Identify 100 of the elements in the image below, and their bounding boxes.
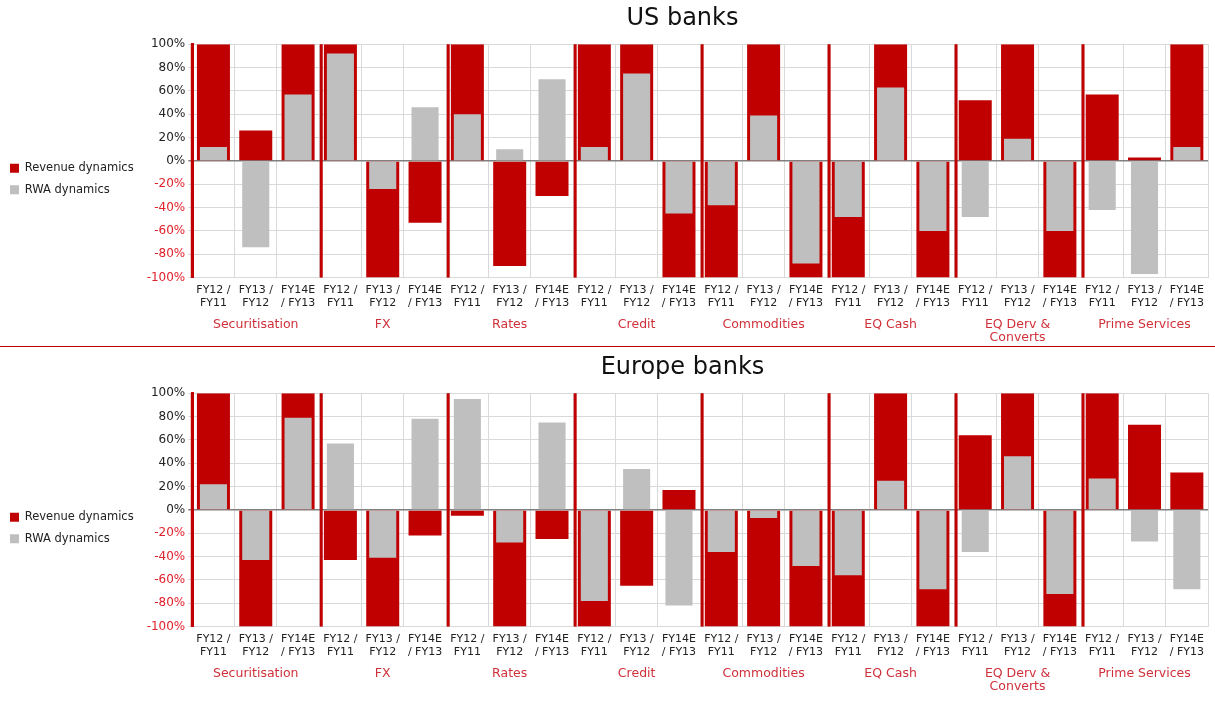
bar — [750, 510, 778, 519]
legend-label: Revenue dynamics — [24, 160, 134, 175]
x-tick-label: FY13 / FY12 — [238, 283, 274, 310]
y-tick-label: 80% — [158, 408, 186, 423]
bar — [665, 161, 693, 214]
y-tick-label: -40% — [154, 199, 186, 214]
y-tick-label: -40% — [154, 548, 186, 563]
x-tick-label: FY14E / FY13 — [788, 283, 824, 310]
x-tick-label: FY13 / FY12 — [619, 632, 655, 659]
x-tick-label: FY13 / FY12 — [873, 632, 908, 659]
bar — [1088, 161, 1116, 210]
chart-title: US banks — [625, 2, 740, 33]
bar — [792, 510, 820, 566]
x-tick-label: FY14E / FY13 — [1042, 632, 1077, 659]
bar — [242, 161, 270, 248]
bar — [707, 161, 735, 206]
y-tick-label: -60% — [154, 223, 186, 238]
x-tick-label: FY12 / FY11 — [323, 283, 358, 310]
bar — [877, 87, 905, 161]
bar — [877, 480, 905, 510]
legend-label: Revenue dynamics — [24, 509, 134, 524]
text: Commodities — [722, 664, 805, 680]
bar — [665, 510, 693, 606]
y-tick-label: -20% — [154, 525, 186, 540]
text: FX — [374, 664, 392, 680]
x-tick-label: FY14E / FY13 — [661, 632, 697, 659]
y-tick-label: -100% — [146, 269, 186, 284]
bar — [623, 73, 651, 161]
x-tick-label: FY14E / FY13 — [534, 283, 570, 310]
bar — [961, 161, 989, 217]
x-tick-label: FY12 / FY11 — [450, 283, 485, 310]
x-tick-label: FY12 / FY11 — [196, 632, 231, 659]
x-tick-label: FY14E / FY13 — [1042, 283, 1077, 310]
x-tick-label: FY12 / FY11 — [958, 632, 993, 659]
x-tick-label: FY12 / FY11 — [1085, 632, 1120, 659]
bar — [453, 399, 481, 510]
text: EQ Derv & Converts — [984, 664, 1051, 693]
bar — [538, 79, 566, 161]
y-tick-label: 60% — [158, 432, 186, 447]
y-tick-label: -60% — [154, 572, 186, 587]
x-tick-label: FY14E / FY13 — [407, 283, 443, 310]
bar — [411, 418, 439, 510]
text: Rates — [492, 315, 528, 331]
y-tick-label: 40% — [158, 455, 186, 470]
y-tick-label: 40% — [158, 106, 186, 121]
x-tick-label: FY13 / FY12 — [1127, 283, 1162, 310]
x-tick-label: FY14E / FY13 — [1169, 632, 1204, 659]
bar — [284, 417, 312, 510]
y-tick-label: 100% — [150, 385, 186, 400]
bar — [834, 161, 862, 217]
bar — [707, 510, 735, 552]
bar — [747, 510, 781, 627]
x-tick-label: FY12 / FY11 — [958, 283, 993, 310]
bar — [326, 53, 354, 161]
x-tick-label: FY13 / FY12 — [492, 632, 528, 659]
x-tick-label: FY13 / FY12 — [492, 283, 528, 310]
bar — [919, 161, 947, 231]
bar — [750, 115, 778, 161]
y-tick-label: 20% — [158, 478, 186, 493]
x-tick-label: FY12 / FY11 — [577, 283, 612, 310]
bar — [199, 484, 227, 510]
bar — [284, 94, 312, 161]
x-tick-label: FY14E / FY13 — [915, 283, 951, 310]
text: Prime Services — [1098, 315, 1191, 331]
bar — [408, 161, 442, 223]
text: FX — [374, 315, 392, 331]
y-tick-label: -80% — [154, 246, 186, 261]
bar — [411, 107, 439, 161]
bar — [1130, 161, 1159, 275]
y-tick-label: 80% — [158, 59, 186, 74]
bar — [620, 510, 654, 586]
text: Commodities — [722, 315, 805, 331]
x-tick-label: FY13 / FY12 — [1000, 283, 1035, 310]
y-tick-label: -80% — [154, 595, 186, 610]
x-tick-label: FY12 / FY11 — [577, 632, 612, 659]
x-tick-label: FY12 / FY11 — [831, 632, 866, 659]
bar — [1170, 472, 1204, 510]
bar — [1088, 478, 1116, 510]
x-tick-label: FY13 / FY12 — [746, 632, 782, 659]
text: Securitisation — [212, 315, 299, 331]
x-tick-label: FY12 / FY11 — [831, 283, 866, 310]
text: Credit — [617, 664, 656, 680]
text: Credit — [617, 315, 656, 331]
bar — [623, 469, 651, 510]
bar — [538, 422, 566, 510]
x-tick-label: FY13 / FY12 — [619, 283, 655, 310]
x-tick-label: FY14E / FY13 — [534, 632, 570, 659]
x-tick-label: FY13 / FY12 — [1000, 632, 1035, 659]
x-tick-label: FY14E / FY13 — [280, 632, 316, 659]
x-tick-label: FY14E / FY13 — [280, 283, 316, 310]
bar — [496, 510, 524, 543]
x-tick-label: FY13 / FY12 — [365, 283, 401, 310]
bar — [496, 149, 524, 161]
x-tick-label: FY14E / FY13 — [788, 632, 824, 659]
bar — [326, 443, 354, 510]
bar — [1128, 157, 1162, 161]
bar — [919, 510, 947, 590]
bar — [792, 161, 820, 264]
bar — [961, 510, 989, 552]
bar — [493, 161, 527, 266]
